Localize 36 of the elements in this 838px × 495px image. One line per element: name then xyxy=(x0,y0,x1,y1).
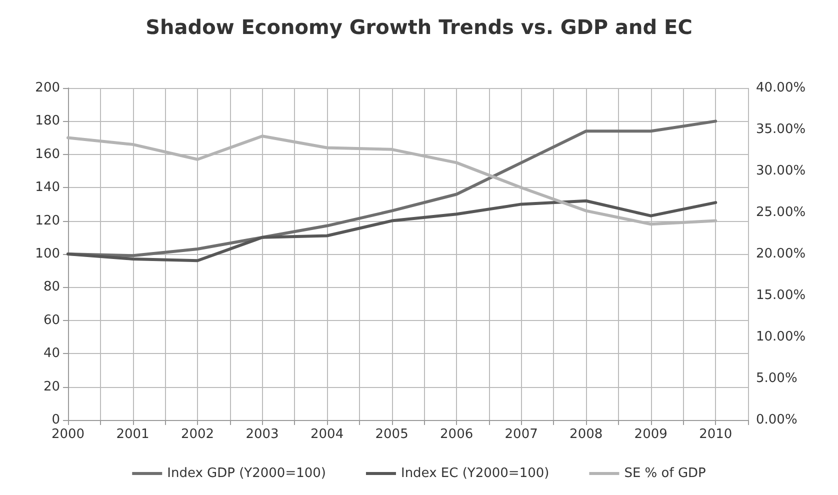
y2-tick-label: 0.00% xyxy=(756,412,798,428)
x-tick-label: 2005 xyxy=(375,427,408,442)
y2-tick-label: 25.00% xyxy=(756,205,806,220)
y-tick-label: 120 xyxy=(35,213,60,228)
x-tick-label: 2002 xyxy=(180,427,214,442)
x-tick-label: 2006 xyxy=(440,427,474,442)
x-tick-label: 2009 xyxy=(634,427,668,442)
y2-tick-label: 40.00% xyxy=(756,80,806,96)
y-tick-label: 60 xyxy=(43,312,60,328)
x-tick-label: 2001 xyxy=(116,427,150,442)
legend-label: Index EC (Y2000=100) xyxy=(400,466,550,481)
x-tick-label: 2003 xyxy=(246,427,279,442)
y2-tick-label: 30.00% xyxy=(756,164,806,178)
y-tick-label: 160 xyxy=(35,146,60,162)
y2-tick-label: 10.00% xyxy=(756,330,806,344)
y-tick-label: 180 xyxy=(35,114,60,129)
y-tick-label: 100 xyxy=(35,246,60,262)
x-tick-label: 2007 xyxy=(504,427,538,442)
y-tick-label: 80 xyxy=(43,280,60,295)
y-tick-label: 200 xyxy=(35,80,60,96)
chart-title: Shadow Economy Growth Trends vs. GDP and EC xyxy=(146,15,692,39)
x-tick-label: 2010 xyxy=(699,427,732,442)
y-tick-label: 0 xyxy=(52,412,60,428)
y-tick-label: 20 xyxy=(43,379,60,394)
x-tick-label: 2004 xyxy=(310,427,344,442)
legend-label: SE % of GDP xyxy=(624,466,706,481)
line-series xyxy=(66,199,718,262)
y-tick-label: 140 xyxy=(35,180,60,196)
x-tick-label: 2008 xyxy=(570,427,603,442)
y2-tick-label: 5.00% xyxy=(756,371,798,386)
y2-tick-label: 20.00% xyxy=(756,246,806,262)
legend-label: Index GDP (Y2000=100) xyxy=(167,466,326,481)
x-tick-label: 2000 xyxy=(51,427,85,442)
y2-tick-label: 15.00% xyxy=(756,288,806,303)
y-tick-label: 40 xyxy=(43,346,60,362)
y2-tick-label: 35.00% xyxy=(756,122,806,137)
